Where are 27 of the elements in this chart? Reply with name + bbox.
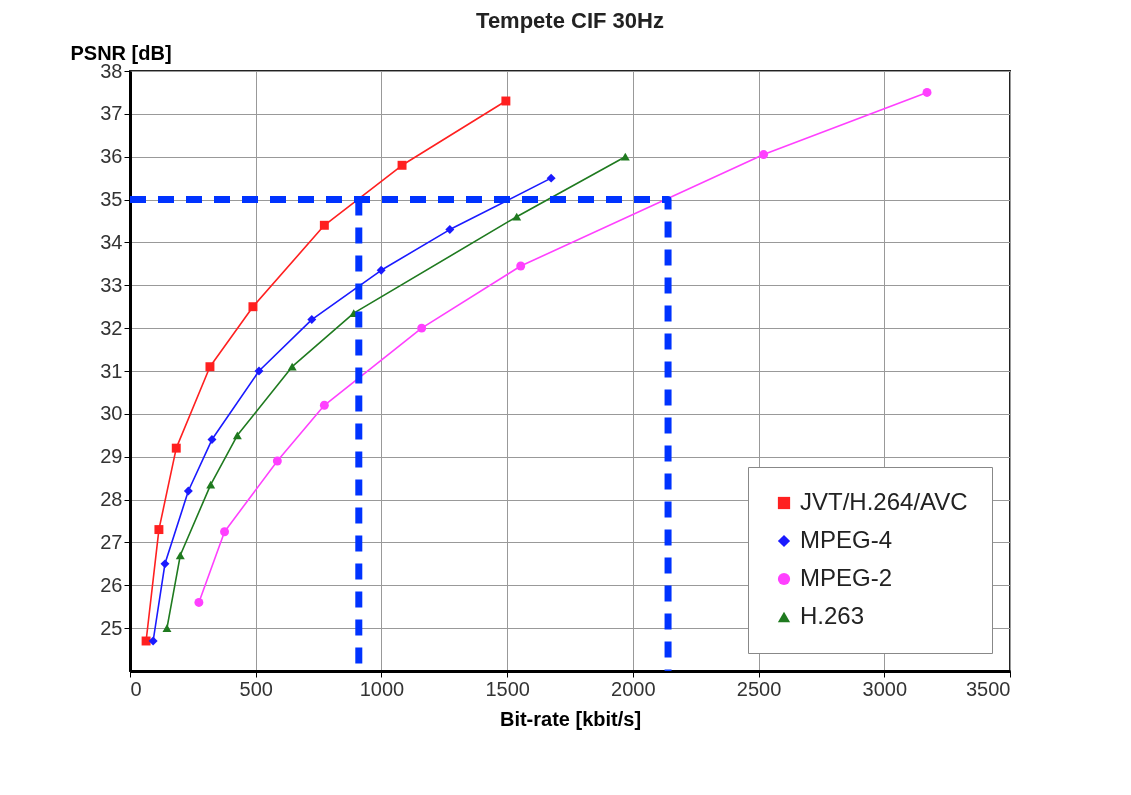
x-tick-label: 1000 bbox=[359, 677, 405, 700]
legend-label: MPEG-2 bbox=[800, 564, 893, 591]
y-tick-label: 26 bbox=[100, 573, 123, 596]
x-axis-title: Bit-rate [kbit/s] bbox=[499, 707, 642, 730]
legend-label: MPEG-4 bbox=[800, 526, 893, 553]
x-tick-label: 3500 bbox=[966, 677, 1011, 700]
x-tick-label: 1500 bbox=[485, 677, 530, 700]
y-tick-label: 33 bbox=[100, 273, 123, 296]
y-tick-label: 36 bbox=[100, 145, 123, 168]
legend-label: JVT/H.264/AVC bbox=[800, 488, 968, 515]
y-tick-label: 30 bbox=[100, 402, 123, 425]
y-tick-label: 31 bbox=[100, 359, 123, 382]
x-tick-label: 500 bbox=[239, 677, 273, 700]
x-tick-label: 2500 bbox=[736, 677, 782, 700]
x-tick-label: 0 bbox=[130, 677, 142, 700]
y-tick-label: 34 bbox=[100, 230, 123, 253]
x-tick-label: 2000 bbox=[611, 677, 656, 700]
y-tick-label: 29 bbox=[100, 445, 123, 468]
y-tick-label: 27 bbox=[100, 530, 123, 553]
x-tick-label: 3000 bbox=[862, 677, 908, 700]
chart-title: Tempete CIF 30Hz bbox=[476, 8, 664, 33]
y-tick-label: 37 bbox=[100, 102, 123, 125]
legend-label: H.263 bbox=[800, 602, 865, 629]
y-tick-label: 32 bbox=[100, 316, 123, 339]
y-tick-label: 35 bbox=[100, 188, 123, 211]
y-tick-label: 28 bbox=[100, 488, 123, 511]
y-tick-label: 25 bbox=[100, 616, 123, 639]
